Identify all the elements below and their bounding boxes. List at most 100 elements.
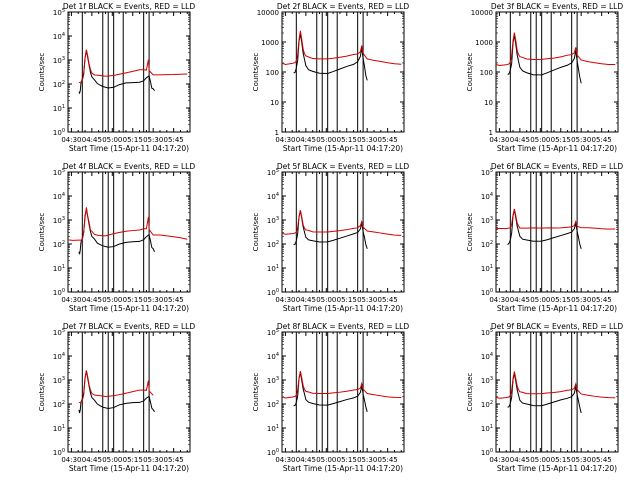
plot-frame <box>281 171 405 293</box>
y-tick-label: 100 <box>267 448 279 457</box>
y-tick-label: 1 <box>275 129 279 137</box>
y-tick-label: 103 <box>53 216 65 225</box>
x-tick-label: 04:45 <box>296 296 316 304</box>
x-tick-label: 05:45 <box>378 296 398 304</box>
y-tick-label: 100 <box>53 288 65 297</box>
y-tick-label: 104 <box>53 352 65 361</box>
events-series-line <box>293 372 368 412</box>
events-series-line <box>507 209 582 249</box>
x-tick-label: 05:45 <box>164 456 184 464</box>
x-axis-label: Start Time (15-Apr-11 04:17:20) <box>497 144 617 153</box>
y-tick-label: 100 <box>481 288 493 297</box>
y-tick-label: 104 <box>267 352 279 361</box>
x-tick-label: 05:30 <box>571 456 591 464</box>
x-tick-label: 05:00 <box>102 136 122 144</box>
plot-frame <box>67 11 191 133</box>
y-axis-label: Counts/sec <box>252 373 260 412</box>
x-tick-label: 04:30 <box>489 456 509 464</box>
y-tick-label: 101 <box>53 264 65 273</box>
x-tick-label: 05:15 <box>337 296 357 304</box>
x-tick-label: 05:00 <box>102 456 122 464</box>
y-tick-label: 101 <box>53 424 65 433</box>
x-tick-label: 05:15 <box>337 136 357 144</box>
panel-title: Det 8f BLACK = Events, RED = LLD <box>277 322 410 331</box>
y-axis-label: Counts/sec <box>252 53 260 92</box>
x-tick-label: 05:45 <box>378 136 398 144</box>
lld-series-line <box>282 210 402 236</box>
x-tick-label: 05:30 <box>143 296 163 304</box>
x-axis-label: Start Time (15-Apr-11 04:17:20) <box>497 304 617 313</box>
x-tick-label: 05:00 <box>102 296 122 304</box>
y-tick-label: 104 <box>53 192 65 201</box>
lld-series-line <box>78 49 188 84</box>
y-tick-label: 100 <box>53 448 65 457</box>
y-tick-label: 10000 <box>257 9 279 17</box>
panel-2: Det 2f BLACK = Events, RED = LLD 1 10 100 10… <box>252 2 409 153</box>
x-tick-label: 05:45 <box>592 456 612 464</box>
x-tick-label: 05:15 <box>123 456 143 464</box>
y-tick-label: 100 <box>53 128 65 137</box>
y-axis-label: Counts/sec <box>38 373 46 412</box>
y-tick-label: 103 <box>267 216 279 225</box>
x-tick-label: 05:15 <box>337 456 357 464</box>
y-tick-label: 105 <box>53 8 65 17</box>
x-tick-label: 04:30 <box>275 456 295 464</box>
y-axis-label: Counts/sec <box>252 213 260 252</box>
panel-title: Det 3f BLACK = Events, RED = LLD <box>491 2 624 11</box>
panel-title: Det 6f BLACK = Events, RED = LLD <box>491 162 624 171</box>
lld-series-line <box>282 370 402 399</box>
x-tick-label: 04:45 <box>296 456 316 464</box>
y-tick-label: 105 <box>267 328 279 337</box>
x-tick-label: 05:45 <box>592 296 612 304</box>
x-tick-label: 05:15 <box>551 136 571 144</box>
y-axis-label: Counts/sec <box>466 53 474 92</box>
x-tick-label: 05:00 <box>530 136 550 144</box>
y-tick-label: 100 <box>480 69 493 77</box>
x-tick-label: 05:15 <box>123 296 143 304</box>
y-tick-label: 105 <box>53 328 65 337</box>
y-tick-label: 102 <box>53 240 65 249</box>
y-tick-label: 105 <box>53 168 65 177</box>
panel-1: Det 1f BLACK = Events, RED = LLD 100 101 10… <box>38 2 195 153</box>
plot-frame <box>281 331 405 453</box>
x-tick-label: 04:45 <box>510 296 530 304</box>
x-tick-label: 04:45 <box>510 456 530 464</box>
y-tick-label: 1000 <box>475 39 493 47</box>
plot-frame <box>67 331 191 453</box>
x-tick-label: 05:30 <box>571 296 591 304</box>
panel-3: Det 3f BLACK = Events, RED = LLD 1 10 100 10… <box>466 2 623 153</box>
x-axis-label: Start Time (15-Apr-11 04:17:20) <box>283 304 403 313</box>
x-tick-label: 04:30 <box>489 136 509 144</box>
y-tick-label: 103 <box>481 216 493 225</box>
x-tick-label: 05:00 <box>316 136 336 144</box>
y-tick-label: 102 <box>481 240 493 249</box>
x-tick-label: 05:30 <box>357 296 377 304</box>
y-tick-label: 1000 <box>261 39 279 47</box>
panel-5: Det 5f BLACK = Events, RED = LLD 100 101 10… <box>252 162 409 313</box>
x-tick-label: 05:45 <box>164 296 184 304</box>
panel-title: Det 5f BLACK = Events, RED = LLD <box>277 162 410 171</box>
plot-frame <box>495 171 619 293</box>
y-tick-label: 103 <box>481 376 493 385</box>
y-tick-label: 103 <box>53 376 65 385</box>
panel-6: Det 6f BLACK = Events, RED = LLD 100 101 10… <box>466 162 623 313</box>
lld-series-line <box>496 208 616 230</box>
panel-title: Det 4f BLACK = Events, RED = LLD <box>63 162 196 171</box>
plot-frame <box>495 11 619 133</box>
y-tick-label: 100 <box>267 288 279 297</box>
x-tick-label: 04:45 <box>82 456 102 464</box>
x-tick-label: 05:45 <box>592 136 612 144</box>
y-tick-label: 104 <box>481 352 493 361</box>
panel-title: Det 9f BLACK = Events, RED = LLD <box>491 322 624 331</box>
x-tick-label: 04:30 <box>489 296 509 304</box>
x-tick-label: 05:45 <box>378 456 398 464</box>
plot-frame <box>67 171 191 293</box>
panel-title: Det 7f BLACK = Events, RED = LLD <box>63 322 196 331</box>
panel-title: Det 2f BLACK = Events, RED = LLD <box>277 2 410 11</box>
y-tick-label: 104 <box>53 32 65 41</box>
panel-7: Det 7f BLACK = Events, RED = LLD 100 101 10… <box>38 322 195 473</box>
y-tick-label: 10000 <box>471 9 493 17</box>
y-axis-label: Counts/sec <box>38 213 46 252</box>
y-tick-label: 102 <box>267 240 279 249</box>
